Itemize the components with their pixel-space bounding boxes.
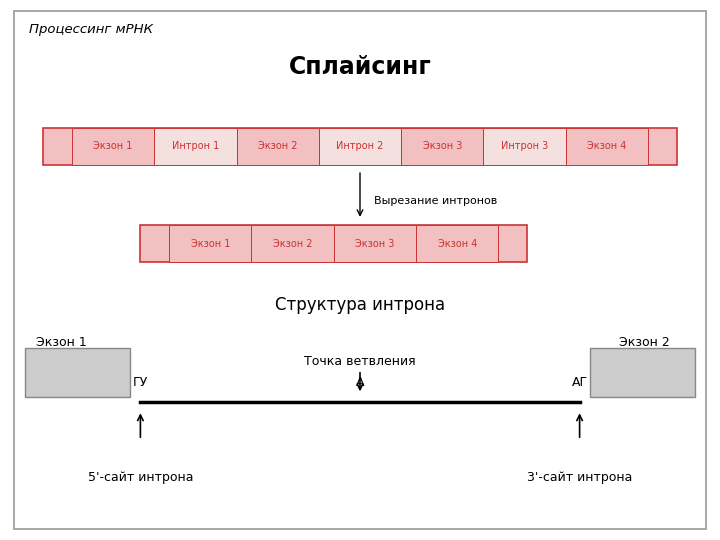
Text: Экзон 1: Экзон 1 bbox=[94, 141, 132, 151]
Text: Интрон 2: Интрон 2 bbox=[336, 141, 384, 151]
FancyBboxPatch shape bbox=[590, 348, 695, 397]
FancyBboxPatch shape bbox=[140, 225, 527, 262]
FancyBboxPatch shape bbox=[72, 128, 154, 165]
Text: Интрон 3: Интрон 3 bbox=[501, 141, 548, 151]
Text: Экзон 1: Экзон 1 bbox=[191, 239, 230, 248]
Text: АГ: АГ bbox=[572, 376, 588, 389]
Text: А: А bbox=[356, 376, 364, 389]
Text: Интрон 1: Интрон 1 bbox=[172, 141, 219, 151]
FancyBboxPatch shape bbox=[25, 348, 130, 397]
FancyBboxPatch shape bbox=[401, 128, 483, 165]
FancyBboxPatch shape bbox=[483, 128, 566, 165]
FancyBboxPatch shape bbox=[154, 128, 237, 165]
Text: Экзон 4: Экзон 4 bbox=[588, 141, 626, 151]
FancyBboxPatch shape bbox=[43, 128, 677, 165]
Text: Экзон 3: Экзон 3 bbox=[423, 141, 462, 151]
Text: Экзон 2: Экзон 2 bbox=[258, 141, 297, 151]
Text: Сплайсинг: Сплайсинг bbox=[289, 56, 431, 79]
FancyBboxPatch shape bbox=[251, 225, 334, 262]
FancyBboxPatch shape bbox=[237, 128, 319, 165]
Text: Точка ветвления: Точка ветвления bbox=[304, 355, 416, 368]
FancyBboxPatch shape bbox=[319, 128, 401, 165]
Text: Структура интрона: Структура интрона bbox=[275, 296, 445, 314]
Text: 3'-сайт интрона: 3'-сайт интрона bbox=[527, 471, 632, 484]
Text: Процессинг мРНК: Процессинг мРНК bbox=[29, 23, 153, 36]
Text: Вырезание интронов: Вырезание интронов bbox=[374, 196, 498, 206]
Text: Экзон 3: Экзон 3 bbox=[355, 239, 395, 248]
FancyBboxPatch shape bbox=[14, 11, 706, 529]
Text: Экзон 2: Экзон 2 bbox=[619, 336, 670, 349]
FancyBboxPatch shape bbox=[334, 225, 416, 262]
Text: Экзон 2: Экзон 2 bbox=[273, 239, 312, 248]
Text: Экзон 1: Экзон 1 bbox=[36, 336, 86, 349]
FancyBboxPatch shape bbox=[169, 225, 251, 262]
Text: Экзон 4: Экзон 4 bbox=[438, 239, 477, 248]
Text: ГУ: ГУ bbox=[132, 376, 148, 389]
FancyBboxPatch shape bbox=[416, 225, 498, 262]
Text: 5'-сайт интрона: 5'-сайт интрона bbox=[88, 471, 193, 484]
FancyBboxPatch shape bbox=[566, 128, 648, 165]
